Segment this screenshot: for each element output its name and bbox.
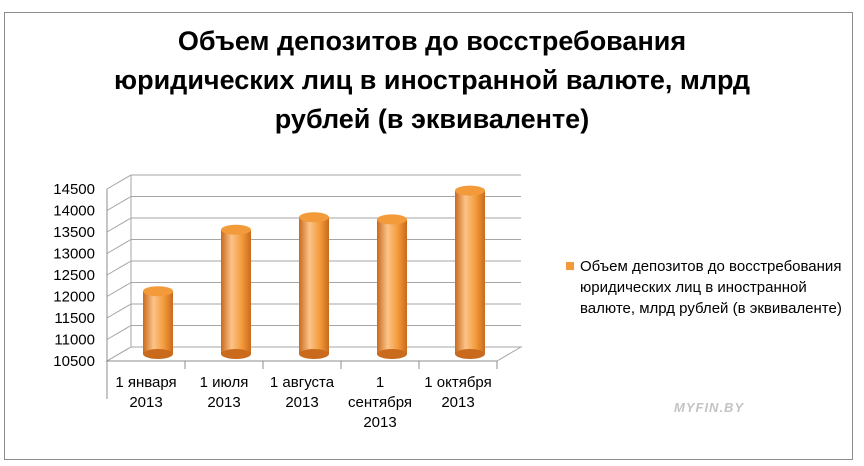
bar-top	[299, 212, 329, 223]
bar	[143, 286, 173, 359]
x-tick-label: 1	[376, 374, 384, 391]
chart-title-line-3: рублей (в эквиваленте)	[274, 104, 590, 134]
legend-swatch	[566, 262, 574, 270]
x-tick-label: 2013	[363, 414, 396, 431]
bar	[299, 212, 329, 359]
gridline-side	[106, 239, 132, 254]
x-tick-label: сентября	[348, 394, 412, 411]
bar-base	[221, 349, 251, 359]
chart-frame	[4, 12, 853, 460]
bar-body	[455, 190, 485, 354]
x-tick-label: 2013	[129, 394, 162, 411]
bar-base	[455, 349, 485, 359]
y-tick-label: 13000	[53, 246, 95, 263]
myfin-watermark-logo: MYFIN.BY	[674, 400, 745, 415]
bar-body	[143, 291, 173, 354]
y-tick-label: 11000	[54, 332, 95, 349]
bar-body	[377, 219, 407, 354]
gridline-side	[106, 217, 132, 233]
bar-base	[143, 349, 173, 359]
gridline-side	[106, 174, 132, 190]
bar-body	[221, 229, 251, 354]
gridline-side	[106, 325, 132, 340]
x-tick-label: 1 января	[115, 374, 176, 391]
labels: 10500 11000 11500 12000 12500 13000 13500 14000…	[53, 181, 491, 431]
bar-top	[143, 286, 173, 297]
x-tick-label: 2013	[285, 394, 318, 411]
y-tick-label: 14000	[53, 203, 95, 220]
bar	[221, 224, 251, 359]
gridline-side	[106, 282, 132, 297]
x-tick-label: 1 октября	[424, 374, 491, 391]
chart-title-line-2: юридических лиц в иностранной валюте, мл…	[114, 65, 750, 95]
bar-body	[299, 217, 329, 354]
chart-title-line-1: Объем депозитов до восстребования	[177, 26, 687, 56]
y-tick-label: 12000	[53, 289, 95, 306]
bar-top	[455, 185, 485, 196]
x-tick-label: 1 августа	[270, 374, 335, 391]
x-tick-label: 2013	[441, 394, 474, 411]
x-tick-label: 2013	[207, 394, 240, 411]
y-tick-label: 11500	[54, 310, 95, 327]
y-tick-label: 14500	[53, 181, 95, 198]
gridline-side	[106, 303, 132, 319]
chart-title: Объем депозитов до восстребования юридич…	[0, 22, 864, 139]
y-tick-label: 13500	[53, 224, 95, 241]
x-tick-label: 1 июля	[200, 374, 249, 391]
y-tick-label: 10500	[53, 353, 95, 370]
gridline-side	[106, 260, 132, 276]
bar	[377, 214, 407, 359]
bar-top	[377, 214, 407, 225]
bar-base	[299, 349, 329, 359]
bars	[143, 185, 485, 359]
gridline-side	[106, 196, 132, 211]
bar	[455, 185, 485, 359]
y-tick-label: 12500	[53, 267, 95, 284]
legend-label: Объем депозитов до восстребования юридич…	[580, 258, 842, 317]
bar-top	[221, 224, 251, 235]
bar-base	[377, 349, 407, 359]
